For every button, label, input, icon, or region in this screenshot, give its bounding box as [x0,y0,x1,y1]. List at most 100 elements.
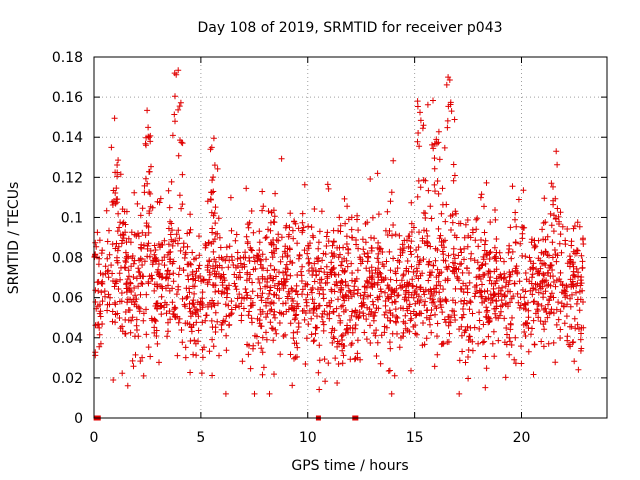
data-point [144,107,151,114]
data-point [532,243,539,250]
data-point [185,261,192,268]
data-point [535,314,542,321]
data-point [507,320,514,327]
data-point [452,317,459,323]
data-point [531,341,538,348]
data-point [259,188,266,195]
data-point [342,278,349,285]
data-point [189,300,196,307]
data-point [196,262,203,269]
data-point [529,274,535,281]
data-point [503,341,510,348]
data-point [180,267,187,274]
y-axis-label: SRMTID / TECUs [6,182,22,295]
data-point [369,298,376,305]
data-point [285,306,292,313]
data-point [406,303,413,310]
data-point [316,276,323,283]
data-point [542,305,549,312]
data-point [485,268,492,275]
data-point [187,369,194,376]
data-point [322,378,329,385]
data-point [176,103,183,110]
data-point [236,269,243,276]
data-point [535,255,542,262]
data-point [501,274,508,281]
data-point [143,142,149,149]
data-point [413,247,420,253]
data-point [313,255,320,262]
data-point [112,169,119,176]
data-point [447,213,454,219]
data-point [159,257,166,264]
data-point [319,310,326,317]
data-point [294,329,301,335]
data-point [387,310,394,317]
data-point [428,329,435,336]
data-point [315,239,322,246]
data-point [538,338,545,345]
data-point [425,277,432,284]
data-point [546,296,553,303]
data-point [534,270,541,277]
data-point [184,293,191,300]
data-point [374,255,381,262]
data-point [97,313,104,320]
data-point [135,268,142,275]
data-point [127,239,134,246]
data-point [299,210,306,217]
data-point [238,312,245,319]
data-point [357,256,364,263]
data-point [482,260,489,267]
data-point [223,313,230,320]
data-point [401,237,408,244]
data-point [337,228,344,235]
data-point [109,318,116,325]
data-point [186,305,193,312]
data-point [540,321,547,328]
data-point [175,106,182,113]
data-point [481,241,488,248]
data-point [396,232,403,239]
data-point [212,329,219,335]
data-point [576,307,583,314]
data-point [117,232,124,239]
data-point [445,252,452,259]
data-point [105,291,112,298]
data-point [232,283,239,290]
data-point [144,245,151,252]
data-point [305,255,312,262]
data-point [388,390,395,397]
data-point [276,269,282,276]
data-point [502,374,509,381]
data-point [571,358,578,365]
data-point [447,319,454,326]
data-point [557,269,564,276]
data-point [120,235,127,242]
data-point [538,249,545,256]
data-point [253,252,260,259]
data-point [247,302,254,309]
data-point [299,263,306,270]
data-point [519,287,526,293]
data-point [437,301,444,308]
data-point [534,300,541,307]
data-point [196,252,203,259]
data-point [530,285,537,291]
data-point [198,278,205,285]
data-point [364,250,371,257]
data-point [334,338,341,345]
data-point [267,287,273,294]
data-point [483,314,490,321]
data-point [525,299,531,306]
data-point [450,245,457,252]
data-point [579,264,586,271]
data-point [286,231,292,238]
data-point [311,206,318,212]
data-point [283,261,290,268]
data-point [106,227,112,234]
data-point [324,181,331,188]
data-point [115,286,122,292]
data-point [541,195,548,202]
data-point [444,277,451,284]
